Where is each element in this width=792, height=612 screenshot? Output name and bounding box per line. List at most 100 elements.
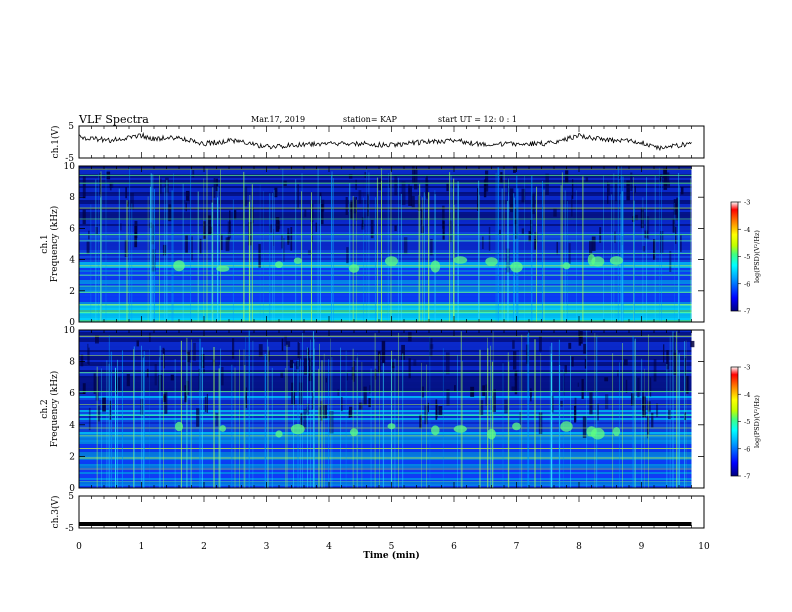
speckle [281, 338, 284, 352]
speckle [485, 384, 488, 406]
speckle [185, 202, 187, 212]
speckle [394, 175, 398, 196]
speckle [86, 241, 90, 255]
frequency-band [79, 398, 692, 400]
colorbar-gradient [730, 201, 739, 312]
speckle [97, 405, 101, 422]
speckle [485, 170, 489, 192]
frequency-band [79, 424, 692, 426]
speckle [626, 180, 630, 201]
speckle [477, 188, 479, 211]
colorbar-tick-label: -5 [744, 253, 750, 261]
frequency-band [79, 380, 692, 382]
speckle [109, 182, 112, 191]
speckle [199, 238, 202, 254]
speckle [369, 385, 371, 394]
speckle [293, 390, 295, 405]
speckle [659, 174, 663, 182]
frequency-band [79, 298, 692, 300]
frequency-band [79, 466, 692, 468]
ch1-spectrogram-y-label: Frequency (kHz) [49, 206, 60, 283]
speckle [367, 194, 369, 217]
speckle [408, 185, 412, 206]
speckle [349, 201, 353, 219]
speckle [225, 237, 230, 252]
speckle [300, 413, 303, 428]
frequency-band [79, 336, 692, 338]
frequency-band [79, 192, 692, 194]
frequency-band [79, 290, 692, 292]
frequency-band [79, 436, 692, 438]
speckle [203, 221, 206, 239]
speckle [597, 403, 599, 421]
speckle [126, 201, 129, 207]
speckle [185, 190, 190, 201]
frequency-band [79, 404, 692, 406]
speckle [534, 238, 537, 250]
speckle [642, 246, 645, 252]
frequency-band [79, 288, 692, 290]
emission-burst [431, 425, 440, 436]
emission-burst [487, 428, 496, 440]
speckle [442, 221, 445, 240]
frequency-band [79, 416, 692, 418]
speckle [370, 220, 374, 239]
speckle [220, 233, 223, 251]
x-tick-label: 8 [576, 542, 582, 552]
speckle [221, 366, 224, 386]
frequency-band [79, 226, 692, 228]
speckle [680, 234, 682, 252]
speckle [482, 236, 484, 249]
frequency-band [79, 402, 692, 404]
y-tick-label: 0 [69, 318, 75, 328]
frequency-band [79, 420, 692, 422]
speckle [488, 226, 491, 251]
frequency-band [79, 340, 692, 342]
speckle [321, 199, 325, 212]
speckle [583, 343, 586, 354]
speckle [581, 378, 584, 399]
frequency-band [79, 364, 692, 366]
speckle [82, 383, 86, 394]
speckle [560, 401, 563, 407]
frequency-band [79, 302, 692, 304]
frequency-band [79, 296, 692, 298]
emission-burst [173, 260, 185, 272]
frequency-band [79, 378, 692, 380]
speckle [381, 340, 386, 364]
frequency-band [79, 386, 692, 388]
speckle [130, 192, 134, 210]
frequency-band [79, 318, 692, 320]
frequency-band [79, 476, 692, 478]
speckle [162, 244, 167, 256]
speckle [553, 208, 557, 217]
frequency-band [79, 236, 692, 238]
speckle [315, 222, 317, 232]
speckle [435, 404, 438, 418]
speckle [401, 181, 406, 206]
frequency-band [79, 188, 692, 190]
speckle [258, 344, 263, 357]
frequency-band [79, 352, 692, 354]
y-tick-label: 10 [64, 162, 76, 172]
speckle [297, 184, 299, 209]
speckle [286, 341, 291, 347]
speckle [151, 249, 156, 272]
frequency-band [79, 246, 692, 248]
y-tick-label: 4 [69, 256, 75, 266]
frequency-band [79, 472, 692, 474]
speckle [556, 241, 558, 255]
speckle [87, 343, 89, 364]
emission-burst [385, 256, 398, 266]
frequency-band [79, 186, 692, 188]
frequency-band [79, 456, 692, 458]
frequency-band [79, 334, 692, 336]
frequency-band [79, 184, 692, 186]
colorbar-tick-label: -5 [744, 418, 750, 426]
frequency-band [79, 264, 692, 266]
frequency-band [79, 242, 692, 244]
emission-burst [275, 430, 283, 438]
speckle [509, 188, 514, 213]
frequency-band [79, 396, 692, 398]
speckle [525, 344, 530, 364]
